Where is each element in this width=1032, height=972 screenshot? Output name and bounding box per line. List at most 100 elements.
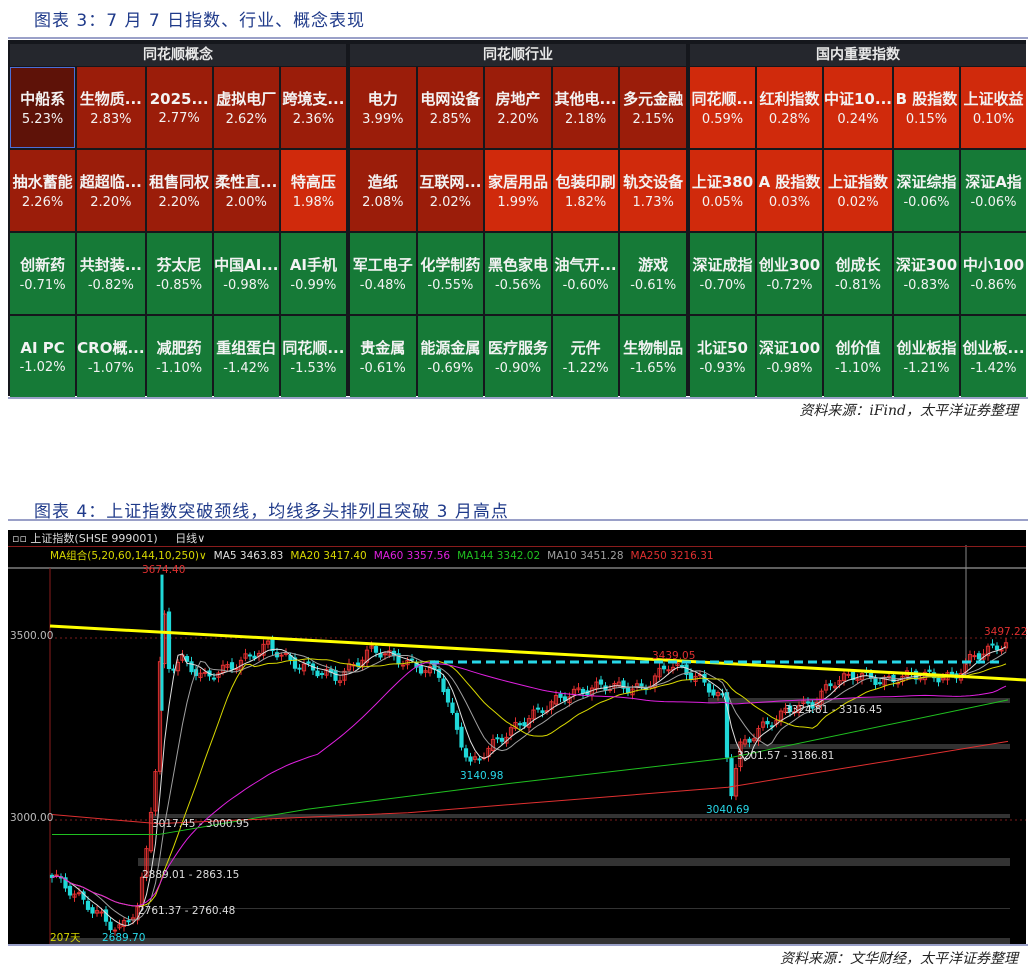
heatmap-cell[interactable]: 中小100 -0.86% xyxy=(960,233,1026,314)
divider xyxy=(8,519,1028,521)
cell-change: 0.15% xyxy=(905,112,948,127)
candle-body xyxy=(454,712,460,730)
heatmap-cell[interactable]: 上证指数 0.02% xyxy=(824,150,892,231)
candle-body xyxy=(117,924,122,929)
heatmap-cell[interactable]: AI手机 -0.99% xyxy=(280,233,346,314)
heatmap-cell[interactable]: 重组蛋白 -1.42% xyxy=(213,316,279,397)
heatmap-cell[interactable]: 减肥药 -1.10% xyxy=(146,316,212,397)
cell-name: A 股指数 xyxy=(758,173,821,191)
cell-name: 深证300 xyxy=(895,256,958,274)
candle-body xyxy=(972,655,977,658)
heatmap-cell[interactable]: 深证100 -0.98% xyxy=(757,316,822,397)
heatmap-cell[interactable]: 贵金属 -0.61% xyxy=(350,316,416,397)
heatmap-cell[interactable]: 上证380 0.05% xyxy=(690,150,755,231)
heatmap-cell[interactable]: 芬太尼 -0.85% xyxy=(146,233,212,314)
kline-chart[interactable]: ▫▫ 上证指数(SHSE 999001) 日线∨ MA组合(5,20,60,14… xyxy=(8,530,1027,944)
candle-body xyxy=(994,645,1000,651)
heatmap-cell[interactable]: 上证收益 0.10% xyxy=(960,67,1026,148)
candle-body xyxy=(558,693,563,698)
cell-name: 中小100 xyxy=(962,256,1025,274)
heatmap-cell[interactable]: 其他电... 2.18% xyxy=(552,67,619,148)
heatmap-cell[interactable]: 抽水蓄能 2.26% xyxy=(10,150,76,231)
heatmap-cell[interactable]: 特高压 1.98% xyxy=(280,150,346,231)
candle-body xyxy=(436,669,442,678)
candle-body xyxy=(337,680,343,683)
heatmap-cell[interactable]: 租售同权 2.20% xyxy=(146,150,212,231)
heatmap-cell[interactable]: 深证300 -0.83% xyxy=(893,233,959,314)
heatmap-cell[interactable]: 2025... 2.77% xyxy=(146,67,212,148)
ma5-line xyxy=(51,646,1007,926)
ma-legend-item[interactable]: MA组合(5,20,60,144,10,250)∨ xyxy=(50,550,207,562)
heatmap-cell[interactable]: AI PC -1.02% xyxy=(10,316,76,397)
heatmap-cell[interactable]: 油气开... -0.60% xyxy=(552,233,619,314)
heatmap-cell[interactable]: 生物质... 2.83% xyxy=(77,67,145,148)
chevron-down-icon: ∨ xyxy=(197,532,206,545)
price-annotation: 3201.57 - 3186.81 xyxy=(737,750,835,762)
heatmap-cell[interactable]: 北证50 -0.93% xyxy=(690,316,755,397)
heatmap-cell[interactable]: 互联网... 2.02% xyxy=(417,150,484,231)
heatmap-cell[interactable]: 电力 3.99% xyxy=(350,67,416,148)
heatmap-cell[interactable]: 跨境支... 2.36% xyxy=(280,67,346,148)
cell-name: 深证100 xyxy=(758,339,821,357)
candle-body xyxy=(720,693,725,696)
heatmap-cell[interactable]: 虚拟电厂 2.62% xyxy=(213,67,279,148)
candle-body xyxy=(522,722,527,727)
heatmap-cell[interactable]: 中船系 5.23% xyxy=(10,67,76,148)
period-dropdown[interactable]: 日线∨ xyxy=(175,532,206,545)
heatmap-cell[interactable]: 柔性直... 2.00% xyxy=(213,150,279,231)
candle-body xyxy=(729,758,734,797)
heatmap-cell[interactable]: 超超临... 2.20% xyxy=(77,150,145,231)
cell-change: 2.08% xyxy=(362,195,404,210)
candle-body xyxy=(166,611,172,670)
heatmap-cell[interactable]: 同花顺... -1.53% xyxy=(280,316,346,397)
candle-body xyxy=(153,771,158,812)
heatmap-cell[interactable]: 化学制药 -0.55% xyxy=(417,233,484,314)
heatmap-cell[interactable]: 军工电子 -0.48% xyxy=(350,233,416,314)
candle-body xyxy=(292,657,298,669)
candle-body xyxy=(76,892,82,895)
heatmap-cell[interactable]: 黑色家电 -0.56% xyxy=(485,233,551,314)
heatmap-cell[interactable]: 电网设备 2.85% xyxy=(417,67,484,148)
heatmap-cell[interactable]: 游戏 -0.61% xyxy=(620,233,686,314)
cell-name: 黑色家电 xyxy=(487,256,548,274)
heatmap-cell[interactable]: 造纸 2.08% xyxy=(350,150,416,231)
heatmap-cell[interactable]: 轨交设备 1.73% xyxy=(620,150,686,231)
heatmap-cell[interactable]: 共封装... -0.82% xyxy=(77,233,145,314)
price-annotation: 207天 xyxy=(50,932,81,944)
cell-change: 2.20% xyxy=(90,195,132,210)
heatmap-cell[interactable]: 中国AI... -0.98% xyxy=(213,233,279,314)
heatmap-cell[interactable]: CRO概... -1.07% xyxy=(77,316,145,397)
cell-name: 创业板指 xyxy=(896,339,957,357)
heatmap-cell[interactable]: 中证10... 0.24% xyxy=(824,67,892,148)
heatmap-cell[interactable]: 创业300 -0.72% xyxy=(757,233,822,314)
heatmap-cell[interactable]: 能源金属 -0.69% xyxy=(417,316,484,397)
heatmap-cell[interactable]: 家居用品 1.99% xyxy=(485,150,551,231)
heatmap-cell[interactable]: 多元金融 2.15% xyxy=(620,67,686,148)
heatmap-cell[interactable]: 创新药 -0.71% xyxy=(10,233,76,314)
heatmap-cell[interactable]: 医疗服务 -0.90% xyxy=(485,316,551,397)
candle-body xyxy=(598,679,604,685)
heatmap-cell[interactable]: 创价值 -1.10% xyxy=(824,316,892,397)
heatmap-cell[interactable]: B 股指数 0.15% xyxy=(893,67,959,148)
cell-name: 互联网... xyxy=(419,173,482,191)
heatmap-cell[interactable]: 深证成指 -0.70% xyxy=(690,233,755,314)
cell-change: -0.81% xyxy=(834,278,881,293)
heatmap-cell[interactable]: A 股指数 0.03% xyxy=(757,150,822,231)
candle-body xyxy=(450,702,455,714)
heatmap-cell[interactable]: 创业板指 -1.21% xyxy=(893,316,959,397)
ma-legend-item: MA144 3342.02 xyxy=(457,550,541,562)
heatmap-cell[interactable]: 创业板... -1.42% xyxy=(960,316,1026,397)
candle-body xyxy=(441,678,446,693)
heatmap-cell[interactable]: 红利指数 0.28% xyxy=(757,67,822,148)
cell-change: 3.99% xyxy=(362,112,404,127)
cell-change: 5.23% xyxy=(21,112,64,127)
heatmap-cell[interactable]: 房地产 2.20% xyxy=(485,67,551,148)
heatmap-cell[interactable]: 元件 -1.22% xyxy=(552,316,619,397)
heatmap-cell[interactable]: 深证A指 -0.06% xyxy=(960,150,1026,231)
heatmap-cell[interactable]: 生物制品 -1.65% xyxy=(620,316,686,397)
heatmap-cell[interactable]: 深证综指 -0.06% xyxy=(893,150,959,231)
heatmap-cell[interactable]: 包装印刷 1.82% xyxy=(552,150,619,231)
heatmap-cell[interactable]: 创成长 -0.81% xyxy=(824,233,892,314)
candle-body xyxy=(580,688,586,694)
heatmap-cell[interactable]: 同花顺... 0.59% xyxy=(690,67,755,148)
